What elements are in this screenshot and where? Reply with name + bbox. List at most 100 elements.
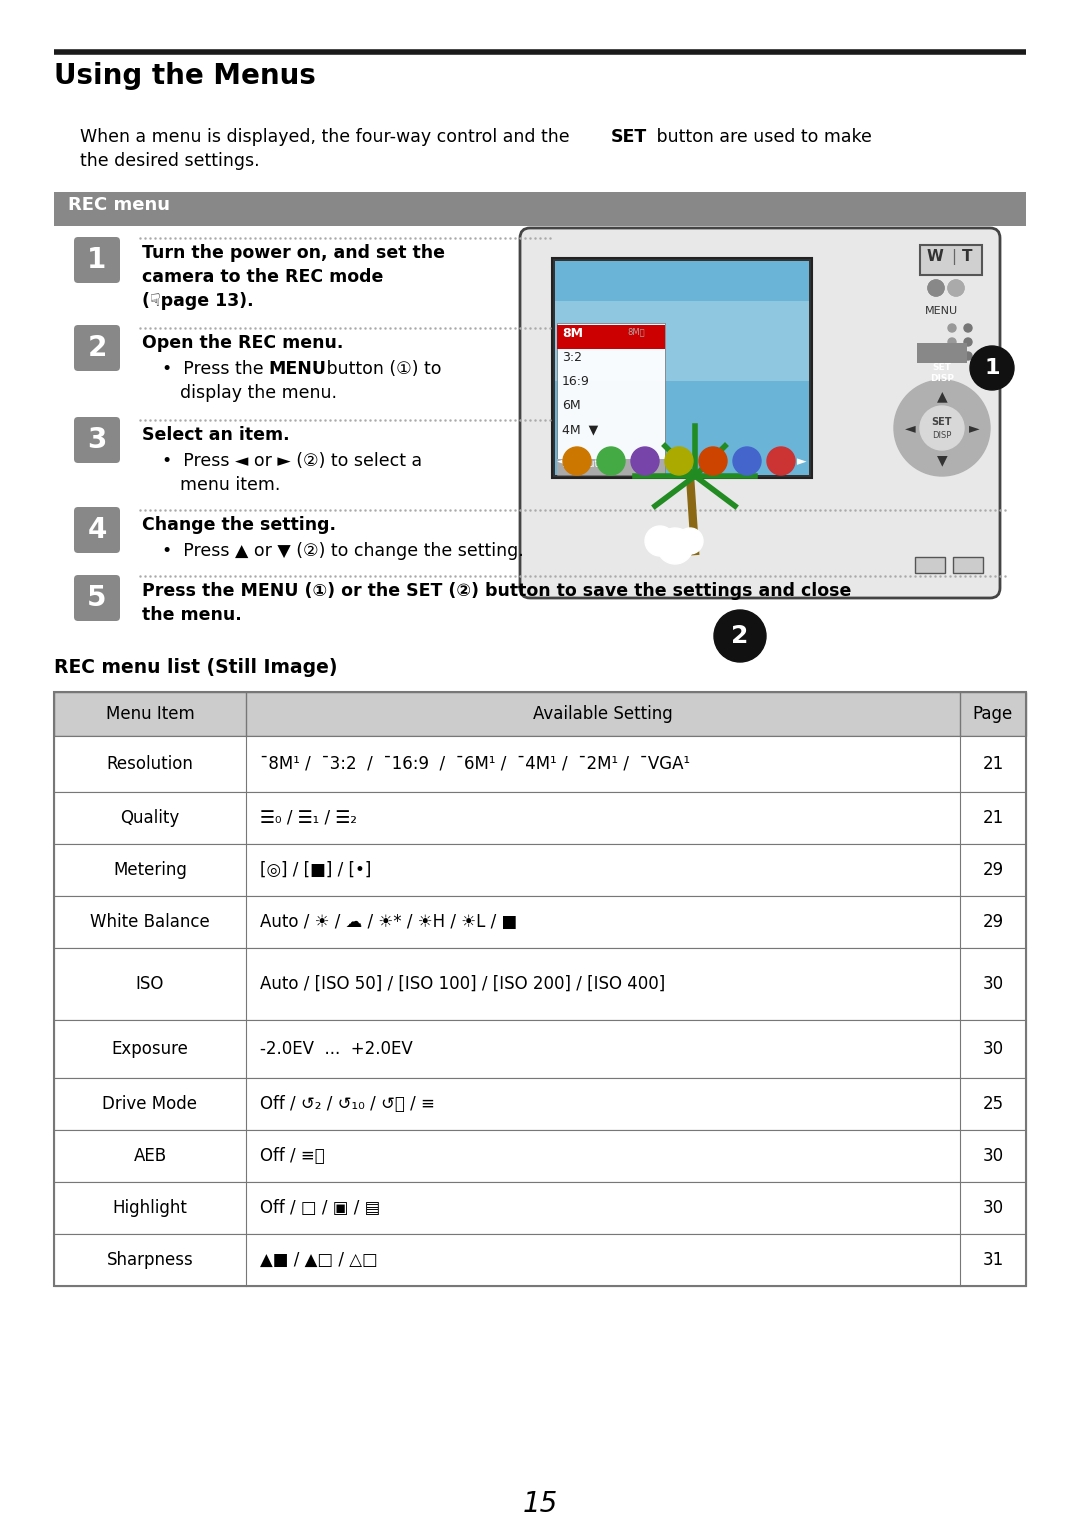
Text: Auto / ☀ / ☁ / ☀* / ☀H / ☀L / ■: Auto / ☀ / ☁ / ☀* / ☀H / ☀L / ■ (260, 913, 517, 931)
Text: -2.0EV  ...  +2.0EV: -2.0EV ... +2.0EV (260, 1040, 413, 1058)
Text: ▲: ▲ (936, 389, 947, 403)
Text: Off / ≡⃞: Off / ≡⃞ (260, 1147, 325, 1165)
Circle shape (597, 447, 625, 475)
Bar (54, 692, 1026, 736)
Circle shape (964, 353, 972, 360)
Text: Turn the power on, and set the: Turn the power on, and set the (141, 244, 445, 263)
Text: ◄: ◄ (905, 421, 916, 435)
Text: ◄: ◄ (557, 455, 567, 467)
Text: Highlight: Highlight (112, 1199, 188, 1217)
Bar (54, 1182, 1026, 1234)
Text: ►: ► (969, 421, 980, 435)
Text: REC menu list (Still Image): REC menu list (Still Image) (54, 658, 337, 676)
Circle shape (948, 353, 956, 360)
Text: 30: 30 (983, 1199, 1003, 1217)
Text: ☰₀ / ☰₁ / ☰₂: ☰₀ / ☰₁ / ☰₂ (260, 809, 357, 828)
Text: the desired settings.: the desired settings. (80, 153, 259, 169)
Bar (54, 1078, 1026, 1130)
Text: ▼: ▼ (936, 454, 947, 467)
Circle shape (657, 528, 693, 563)
Text: Press the MENU (①) or the SET (②) button to save the settings and close: Press the MENU (①) or the SET (②) button… (141, 582, 851, 600)
Text: White Balance: White Balance (90, 913, 210, 931)
Text: display the menu.: display the menu. (180, 383, 337, 402)
Bar (557, 325, 665, 350)
Bar (555, 301, 809, 382)
FancyBboxPatch shape (75, 237, 120, 282)
Circle shape (964, 324, 972, 331)
Text: 30: 30 (983, 976, 1003, 993)
Circle shape (928, 279, 944, 296)
Circle shape (894, 380, 990, 476)
Text: 5: 5 (87, 583, 107, 612)
Text: SET
DISP: SET DISP (930, 363, 954, 383)
FancyBboxPatch shape (75, 576, 120, 621)
Bar (54, 844, 1026, 896)
Text: •  Press the: • Press the (162, 360, 269, 379)
Bar (54, 1234, 1026, 1286)
Circle shape (665, 447, 693, 475)
Bar (555, 261, 809, 475)
Text: SET: SET (932, 417, 953, 428)
Text: 3:2: 3:2 (562, 351, 582, 363)
Circle shape (631, 447, 659, 475)
Bar (917, 344, 967, 363)
Text: Metering: Metering (113, 861, 187, 880)
Circle shape (645, 525, 675, 556)
FancyBboxPatch shape (519, 228, 1000, 599)
Text: MENU: MENU (924, 305, 958, 316)
Text: ¯8M¹ /  ¯3:2  /  ¯16:9  /  ¯6M¹ /  ¯4M¹ /  ¯2M¹ /  ¯VGA¹: ¯8M¹ / ¯3:2 / ¯16:9 / ¯6M¹ / ¯4M¹ / ¯2M¹… (260, 754, 690, 773)
Bar (915, 557, 945, 573)
Text: 2: 2 (731, 625, 748, 647)
Text: Off / □ / ▣ / ▤: Off / □ / ▣ / ▤ (260, 1199, 380, 1217)
Text: Resolution: Resolution (107, 754, 193, 773)
Text: 8M⎺: 8M⎺ (627, 327, 645, 336)
Circle shape (714, 609, 766, 663)
Text: Drive Mode: Drive Mode (103, 1095, 198, 1113)
Bar (54, 1020, 1026, 1078)
Text: Page: Page (973, 705, 1013, 722)
Circle shape (970, 347, 1014, 389)
Bar (557, 324, 665, 475)
Text: 4M  ▼: 4M ▼ (562, 423, 598, 437)
Text: 25: 25 (983, 1095, 1003, 1113)
Text: 1: 1 (984, 357, 1000, 379)
Circle shape (948, 337, 956, 347)
Text: 29: 29 (983, 913, 1003, 931)
Bar (54, 948, 1026, 1020)
Text: W: W (927, 249, 944, 264)
Text: •  Press ◄ or ► (②) to select a: • Press ◄ or ► (②) to select a (162, 452, 422, 470)
Text: MENU: MENU (268, 360, 326, 379)
Text: camera to the REC mode: camera to the REC mode (141, 269, 383, 286)
FancyBboxPatch shape (75, 507, 120, 553)
Bar (54, 692, 1026, 1286)
Text: ISO: ISO (136, 976, 164, 993)
Circle shape (733, 447, 761, 475)
Text: Auto / [ISO 50] / [ISO 100] / [ISO 200] / [ISO 400]: Auto / [ISO 50] / [ISO 100] / [ISO 200] … (260, 976, 665, 993)
Text: Off / ↺₂ / ↺₁₀ / ↺⃞ / ≡: Off / ↺₂ / ↺₁₀ / ↺⃞ / ≡ (260, 1095, 435, 1113)
Text: Sharpness: Sharpness (107, 1251, 193, 1269)
Bar (54, 1130, 1026, 1182)
Text: button (①) to: button (①) to (321, 360, 442, 379)
Text: the menu.: the menu. (141, 606, 242, 625)
Text: Available Setting: Available Setting (534, 705, 673, 722)
Text: 3: 3 (87, 426, 107, 454)
Text: ►: ► (797, 455, 807, 467)
Text: Resolution: Resolution (562, 460, 613, 469)
Text: Quality: Quality (120, 809, 179, 828)
Text: DISP: DISP (932, 432, 951, 440)
Bar (54, 736, 1026, 793)
Text: 30: 30 (983, 1147, 1003, 1165)
Text: ▲■ / ▲□ / △□: ▲■ / ▲□ / △□ (260, 1251, 378, 1269)
Text: menu item.: menu item. (180, 476, 281, 495)
Bar (552, 258, 812, 478)
Text: SET: SET (611, 128, 648, 147)
Bar (54, 896, 1026, 948)
Text: 21: 21 (983, 809, 1003, 828)
Text: 4: 4 (87, 516, 107, 544)
Circle shape (948, 279, 964, 296)
FancyBboxPatch shape (75, 325, 120, 371)
Circle shape (964, 337, 972, 347)
Text: button are used to make: button are used to make (651, 128, 873, 147)
Text: Open the REC menu.: Open the REC menu. (141, 334, 343, 353)
Text: [◎] / [■] / [•]: [◎] / [■] / [•] (260, 861, 372, 880)
